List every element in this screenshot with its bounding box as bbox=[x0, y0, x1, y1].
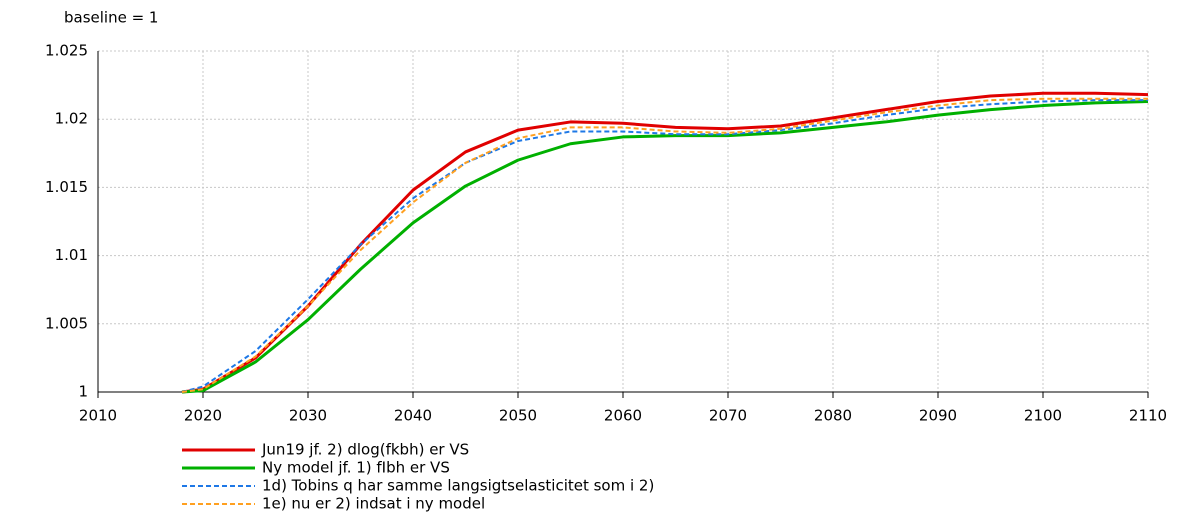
x-tick-label: 2030 bbox=[289, 407, 327, 425]
y-tick-label: 1 bbox=[78, 383, 88, 401]
y-tick-label: 1.02 bbox=[55, 110, 88, 128]
x-tick-label: 2090 bbox=[919, 407, 957, 425]
x-tick-label: 2100 bbox=[1024, 407, 1062, 425]
x-tick-label: 2110 bbox=[1129, 407, 1167, 425]
y-tick-label: 1.015 bbox=[45, 178, 88, 196]
x-tick-label: 2010 bbox=[79, 407, 117, 425]
y-tick-label: 1.025 bbox=[45, 42, 88, 60]
x-tick-label: 2080 bbox=[814, 407, 852, 425]
x-tick-label: 2040 bbox=[394, 407, 432, 425]
x-tick-label: 2060 bbox=[604, 407, 642, 425]
chart-subtitle: baseline = 1 bbox=[64, 9, 158, 27]
x-tick-label: 2070 bbox=[709, 407, 747, 425]
legend-label: 1e) nu er 2) indsat i ny model bbox=[262, 495, 485, 513]
y-tick-label: 1.005 bbox=[45, 314, 88, 332]
series-line bbox=[181, 97, 1148, 393]
x-tick-label: 2020 bbox=[184, 407, 222, 425]
legend-label: Ny model jf. 1) fIbh er VS bbox=[262, 459, 450, 477]
series-line bbox=[181, 99, 1148, 393]
series-line bbox=[181, 91, 1149, 394]
x-tick-label: 2050 bbox=[499, 407, 537, 425]
legend-label: Jun19 jf. 2) dlog(fkbh) er VS bbox=[261, 441, 469, 459]
y-tick-label: 1.01 bbox=[55, 246, 88, 264]
series-line bbox=[181, 99, 1149, 394]
legend-label: 1d) Tobins q har samme langsigtselastici… bbox=[262, 477, 654, 495]
